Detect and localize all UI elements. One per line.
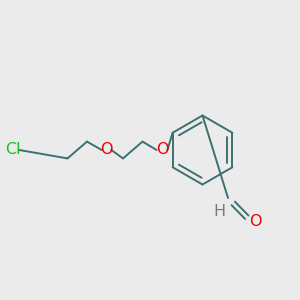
Text: H: H (213, 204, 225, 219)
Text: O: O (156, 142, 168, 158)
Text: O: O (100, 142, 113, 158)
Text: O: O (249, 214, 262, 229)
Text: Cl: Cl (5, 142, 20, 158)
